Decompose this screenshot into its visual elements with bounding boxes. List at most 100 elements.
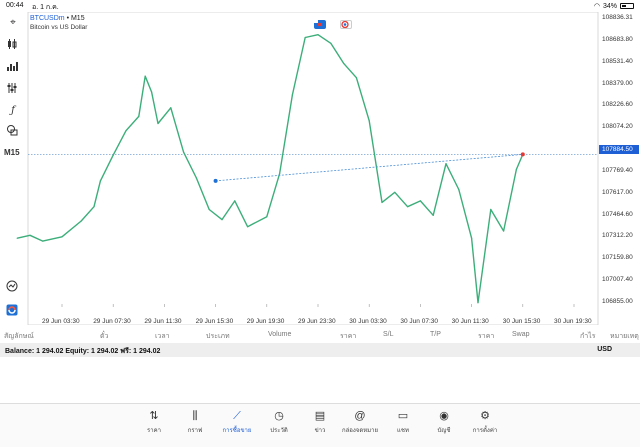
time-tick-label: 30 Jun 07:30 [400,318,438,325]
column-header[interactable]: ราคา [478,333,495,340]
crosshair-icon[interactable]: ⌖ [10,16,16,28]
time-tick-label: 29 Jun 19:30 [246,318,285,325]
timeframe-badge[interactable]: M15 [4,148,20,157]
price-point [29,234,31,236]
nav-label: แชท [397,428,409,434]
price-point [381,201,383,203]
nav-label: ข่าว [314,428,326,434]
bar-chart-icon[interactable] [6,60,20,72]
history-zoom-icon[interactable] [6,280,20,292]
price-chart[interactable]: BTCUSDm • M15 Bitcoin vs US Dollar ⌖ ƒ M… [0,12,640,325]
indicators-icon[interactable] [6,82,20,94]
price-point [170,107,172,109]
news-event-icon[interactable] [340,20,352,29]
nav-label: ราคา [147,428,161,434]
current-price-tag: 107884.50 [599,145,639,154]
column-header[interactable]: Volume [268,331,292,338]
time-tick-label: 29 Jun 15:30 [195,318,234,325]
time-tick-label: 29 Jun 23:30 [298,318,336,325]
price-tick-label: 107769.40 [602,166,633,174]
column-header[interactable]: สัญลักษณ์ [4,333,34,340]
status-time: 00:44 [6,2,24,9]
price-point [247,226,249,228]
column-header[interactable]: Swap [512,331,530,338]
time-tick-label: 30 Jun 11:30 [451,318,489,325]
price-point [490,208,492,211]
price-point [221,219,223,221]
function-icon[interactable]: ƒ [11,104,15,116]
price-point [16,237,18,239]
price-point [266,216,268,218]
time-tick-label: 29 Jun 07:30 [93,318,131,325]
price-point [112,154,114,156]
battery-icon [620,3,634,9]
nav-label: ประวัติ [270,428,288,434]
wifi-icon: ◠ [593,3,600,10]
price-point [394,191,396,193]
price-point [432,214,434,216]
price-point [195,177,197,179]
nav-item-chat[interactable]: ▭ แชท [383,409,423,435]
chart-symbol-title: BTCUSDm • M15 [30,15,85,22]
nav-item-settings[interactable]: ⚙ การตั้งค่า [465,409,505,435]
price-tick-label: 107007.40 [602,276,633,284]
price-point [138,115,140,117]
trade-link-line [215,153,523,182]
price-point [419,200,421,202]
column-header[interactable]: ตั๋ว [100,333,109,340]
chart-description: Bitcoin vs US Dollar [30,24,88,31]
price-tick-label: 107617.00 [602,188,633,196]
column-header[interactable]: ประเภท [206,333,230,340]
status-right: ◠ 34% [594,2,634,10]
candlestick-icon[interactable] [6,38,20,50]
nav-item-quotes[interactable]: ⇅ ราคา [134,409,174,435]
chart-frame [27,12,599,325]
column-header[interactable]: กำไร [580,333,596,340]
price-point [407,206,409,208]
price-point [330,42,332,44]
nav-item-history[interactable]: ◷ ประวัติ [259,409,299,435]
column-header[interactable]: T/P [430,331,441,338]
price-point [291,94,293,96]
price-point [279,173,281,175]
accounts-icon: ◉ [439,410,449,422]
price-point [234,200,236,202]
nav-label: กราฟ [187,428,203,434]
nav-item-mailbox[interactable]: @ กล่องจดหมาย [340,409,380,435]
price-point [445,163,447,165]
trade-current-marker [520,152,525,157]
price-tick-label: 108531.40 [602,57,633,65]
price-point [317,34,319,36]
news-icon: ▤ [314,410,326,422]
nav-item-news[interactable]: ▤ ข่าว [300,409,340,435]
price-tick-label: 108683.80 [602,35,633,43]
account-currency: USD [597,346,612,353]
column-header[interactable]: S/L [383,331,394,338]
time-tick-label: 30 Jun 19:30 [554,318,592,325]
bottom-navigation: ⇅ ราคา ⫼ กราฟ ⟋ การซื้อขาย ◷ ประวัติ ▤ ข่าว @ กล่อง… [0,403,640,447]
price-tick-label: 108836.31 [602,14,633,21]
nav-item-trade[interactable]: ⟋ การซื้อขาย [217,409,257,435]
nav-item-accounts[interactable]: ◉ บัญชี [424,409,464,435]
price-point [471,237,473,239]
objects-icon[interactable] [6,124,20,136]
price-point [61,236,63,238]
trade-icon: ⟋ [233,410,241,422]
column-header[interactable]: เวลา [155,333,170,340]
nav-item-charts[interactable]: ⫼ กราฟ [175,409,215,435]
charts-icon: ⫼ [192,410,198,422]
time-tick-label: 30 Jun 15:30 [502,318,541,325]
nav-label: กล่องจดหมาย [341,428,379,434]
price-point [157,122,159,125]
column-header[interactable]: ราคา [340,333,357,340]
column-header[interactable]: หมายเหตุ [610,333,639,340]
price-point [343,62,345,64]
chart-symbol: BTCUSDm [30,15,65,22]
chart-canvas[interactable] [0,12,640,325]
battery-percent: 34% [602,2,617,10]
app-logo-icon[interactable] [6,304,20,316]
calendar-event-icon[interactable] [314,20,326,29]
chart-timeframe: M15 [70,15,85,22]
price-tick-label: 107464.60 [602,210,633,218]
